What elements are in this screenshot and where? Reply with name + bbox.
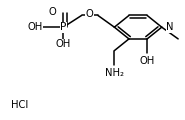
Text: P: P [60, 22, 67, 32]
Text: HCl: HCl [11, 100, 28, 110]
Text: N: N [166, 22, 174, 32]
Text: NH₂: NH₂ [105, 68, 124, 78]
Text: O: O [48, 7, 56, 17]
Text: OH: OH [28, 22, 43, 32]
Text: OH: OH [139, 56, 155, 66]
Text: O: O [86, 9, 94, 19]
Text: OH: OH [56, 39, 71, 49]
